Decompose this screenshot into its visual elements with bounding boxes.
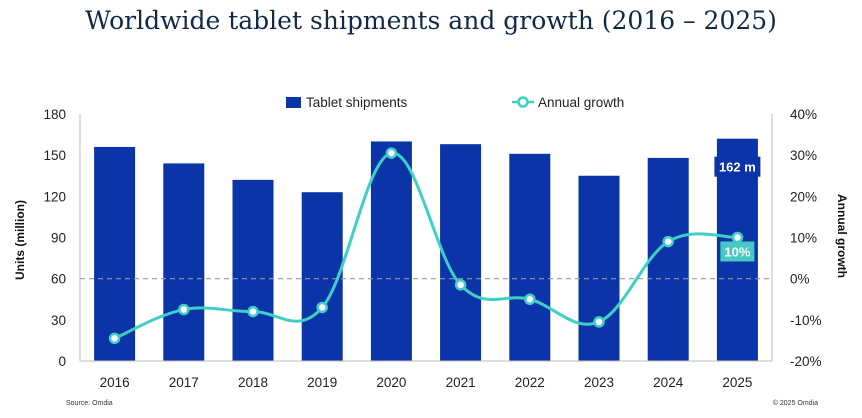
y2-axis-title: Annual growth xyxy=(835,194,849,278)
bar-2022[interactable] xyxy=(509,153,551,361)
y-tick-label: 90 xyxy=(51,231,66,246)
growth-point-2020[interactable] xyxy=(385,147,398,159)
growth-point-2023[interactable] xyxy=(593,316,605,328)
growth-point-2022[interactable] xyxy=(524,293,536,305)
y-tick-label: 180 xyxy=(43,107,66,122)
legend-bar-label: Tablet shipments xyxy=(306,95,408,110)
legend-bar-swatch xyxy=(286,97,301,108)
x-tick-label: 2020 xyxy=(376,375,406,390)
x-tick-label: 2025 xyxy=(722,375,752,390)
legend-line-label: Annual growth xyxy=(538,95,624,110)
legend: Tablet shipments Annual growth xyxy=(286,95,624,110)
bar-2020[interactable] xyxy=(370,141,412,361)
y-tick-label: 60 xyxy=(51,272,66,287)
source-note: Source: Omdia xyxy=(66,400,113,407)
growth-point-2018[interactable] xyxy=(247,305,259,318)
growth-point-2016[interactable] xyxy=(108,332,121,345)
x-tick-label: 2018 xyxy=(238,375,268,390)
y2-tick-label: 20% xyxy=(790,189,817,204)
y2-tick-label: 40% xyxy=(790,107,817,122)
legend-line-marker xyxy=(517,96,529,108)
bar-2018[interactable] xyxy=(232,179,274,361)
bar-2017[interactable] xyxy=(163,163,205,361)
y2-tick-label: 30% xyxy=(790,148,817,163)
y-tick-label: 0 xyxy=(58,354,66,369)
y-tick-label: 30 xyxy=(51,313,66,328)
bar-callout-box xyxy=(714,156,761,177)
bar-2019[interactable] xyxy=(301,192,343,361)
label-layer: 162 m 10% xyxy=(714,156,761,262)
bar-callout-label: 162 m xyxy=(719,160,756,175)
y2-tick-label: 0% xyxy=(790,272,810,287)
x-tick-label: 2019 xyxy=(307,375,337,390)
y2-tick-label: 10% xyxy=(790,231,817,246)
copyright-note: © 2025 Omdia xyxy=(773,399,818,407)
growth-point-2021[interactable] xyxy=(454,279,467,291)
x-tick-label: 2023 xyxy=(584,375,614,390)
bar-2021[interactable] xyxy=(440,144,482,361)
growth-line xyxy=(114,151,738,340)
growth-point-2025[interactable] xyxy=(731,231,744,244)
growth-callout-label: 10% xyxy=(724,245,750,260)
y-tick-label: 150 xyxy=(43,148,66,163)
axis-layer: 0 30 60 90 120 150 180 -20% -10% 0% 10% 20% 30% 40% 20… xyxy=(43,107,821,390)
y-tick-label: 120 xyxy=(43,189,66,204)
x-tick-label: 2017 xyxy=(169,375,199,390)
growth-line-layer xyxy=(108,147,744,345)
x-tick-label: 2021 xyxy=(446,375,476,390)
growth-callout-box xyxy=(720,241,755,262)
growth-point-2017[interactable] xyxy=(178,303,190,316)
bar-2016[interactable] xyxy=(94,146,136,361)
x-tick-label: 2022 xyxy=(515,375,545,390)
x-tick-label: 2024 xyxy=(653,375,684,390)
y2-tick-label: -10% xyxy=(790,313,822,328)
chart-title: Worldwide tablet shipments and growth (2… xyxy=(85,6,777,35)
growth-point-2019[interactable] xyxy=(316,301,328,314)
x-tick-label: 2016 xyxy=(100,375,130,390)
growth-point-2024[interactable] xyxy=(662,235,674,248)
bar-2024[interactable] xyxy=(647,157,689,361)
bar-2023[interactable] xyxy=(578,175,620,361)
y2-tick-label: -20% xyxy=(790,354,822,369)
bars-layer xyxy=(94,138,758,361)
y-axis-title: Units (million) xyxy=(13,200,27,280)
